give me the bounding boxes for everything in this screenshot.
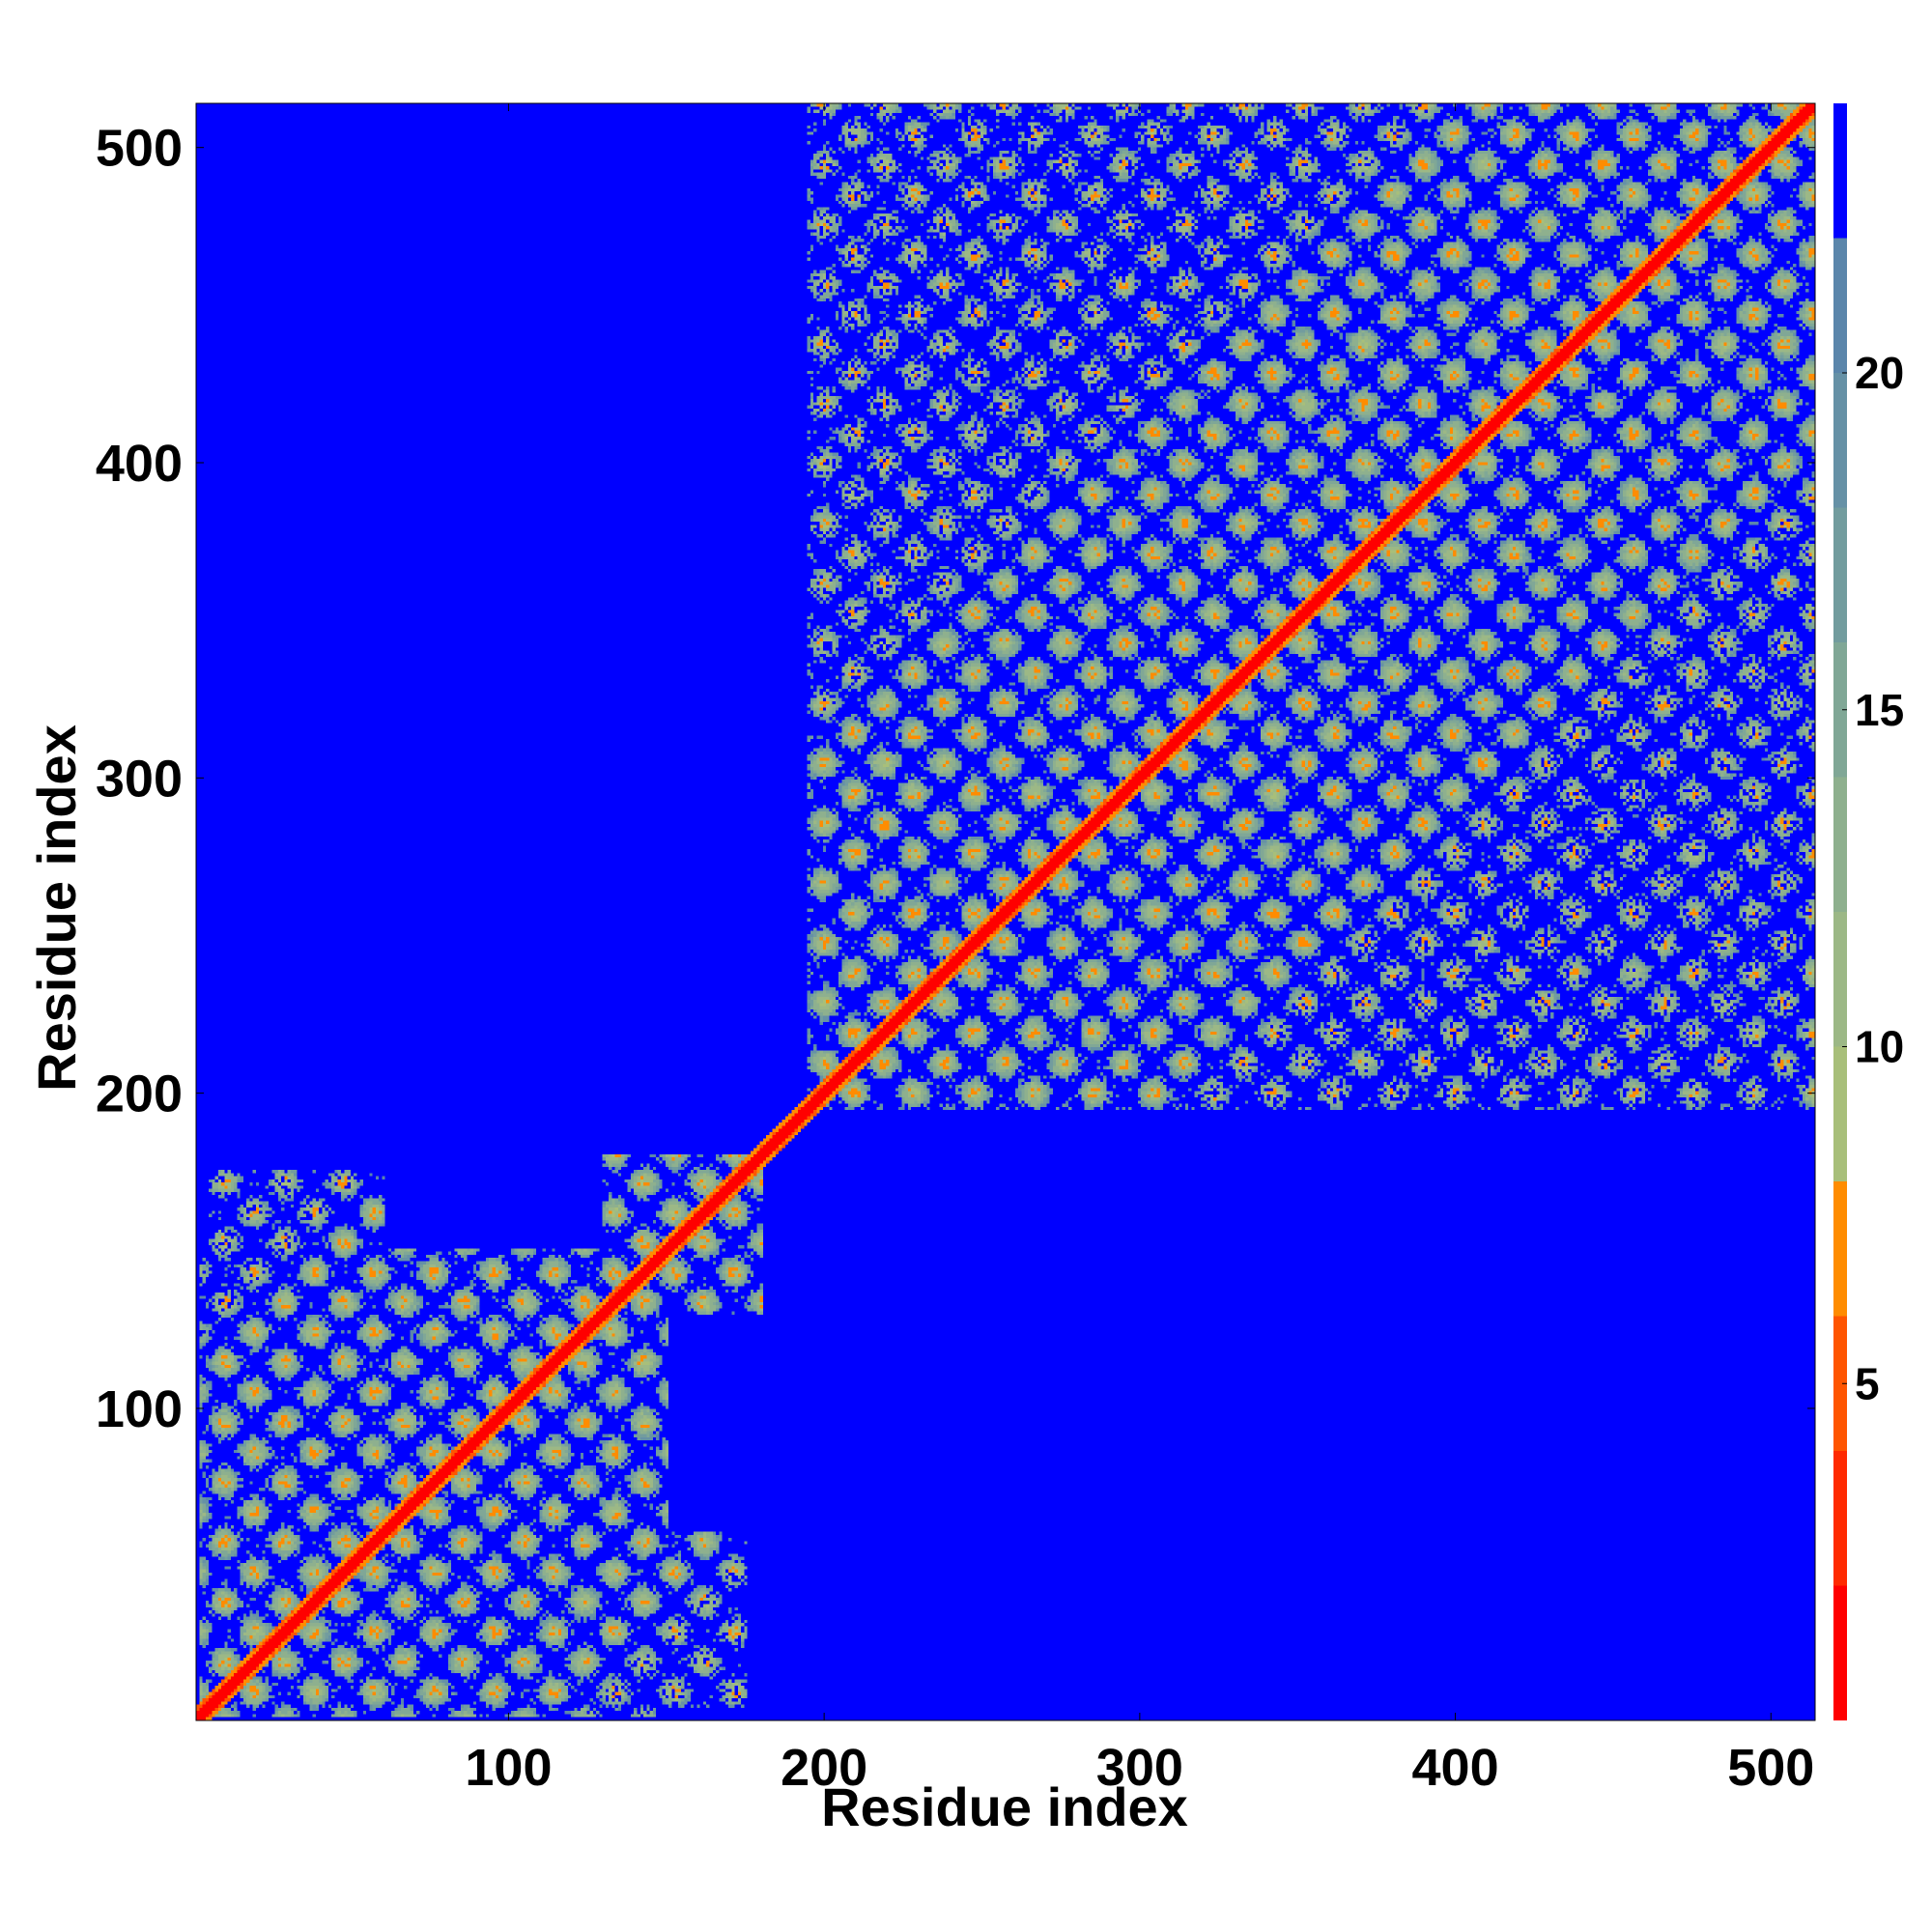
x-tick-label: 500: [1727, 1739, 1814, 1797]
colorbar-tick-label: 20: [1855, 348, 1904, 398]
y-tick-label: 200: [96, 1065, 183, 1123]
colorbar-segment: [1833, 1585, 1847, 1720]
x-axis-ticks: 100 200 300 400 500: [465, 103, 1814, 1797]
colorbar: 5 10 15 20: [1833, 103, 1904, 1720]
colorbar-segment: [1833, 777, 1847, 912]
colorbar-segment: [1833, 1316, 1847, 1451]
colorbar-segment: [1833, 642, 1847, 778]
colorbar-segment: [1833, 507, 1847, 642]
colorbar-segment: [1833, 103, 1847, 239]
x-tick-label: 100: [465, 1739, 552, 1797]
y-axis-label: Residue index: [26, 724, 87, 1092]
y-tick-label: 300: [96, 750, 183, 808]
y-axis-ticks: 100 200 300 400 500: [96, 120, 1815, 1438]
colorbar-segment: [1833, 238, 1847, 373]
x-tick-label: 300: [1096, 1739, 1183, 1797]
colorbar-segment: [1833, 912, 1847, 1047]
heatmap-cells: [196, 103, 1815, 1720]
x-tick-label: 200: [781, 1739, 867, 1797]
colorbar-tick-label: 15: [1855, 685, 1904, 735]
x-axis-label: Residue index: [821, 1776, 1188, 1837]
plot-border: [195, 102, 1816, 1721]
heatmap-plot-area: [196, 103, 1815, 1720]
colorbar-tick-label: 5: [1855, 1358, 1880, 1408]
y-tick-label: 500: [96, 120, 183, 178]
colorbar-segment: [1833, 373, 1847, 508]
plot-frame: [195, 102, 1816, 1721]
colorbar-segment: [1833, 1046, 1847, 1181]
x-tick-label: 400: [1412, 1739, 1499, 1797]
colorbar-segment: [1833, 1451, 1847, 1586]
colorbar-tick-label: 10: [1855, 1022, 1904, 1072]
y-tick-label: 100: [96, 1380, 183, 1438]
y-tick-label: 400: [96, 435, 183, 493]
colorbar-segment: [1833, 1181, 1847, 1317]
